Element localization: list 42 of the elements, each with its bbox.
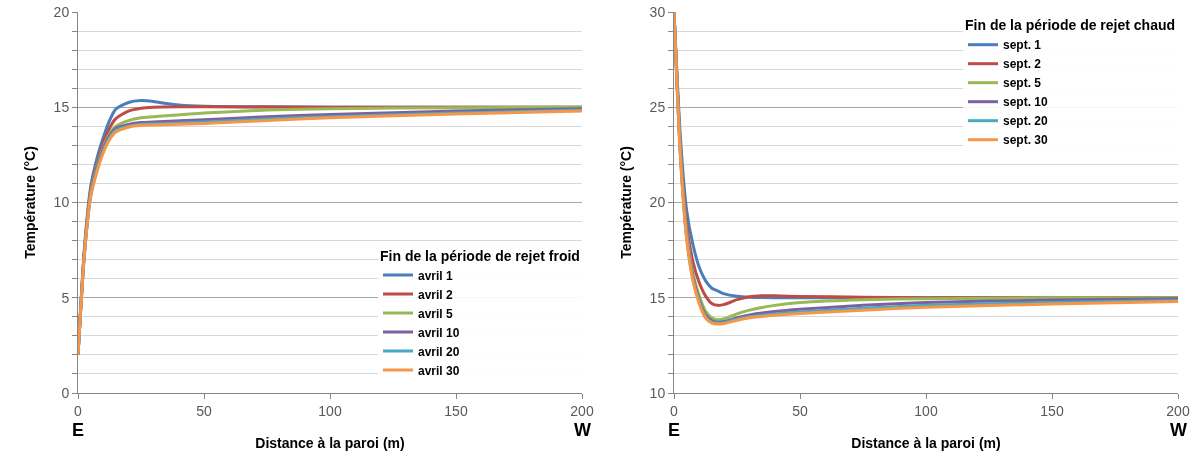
legend-label: avril 2 bbox=[418, 287, 454, 302]
legend-label: sept. 10 bbox=[1003, 95, 1049, 110]
y-tick-label: 20 bbox=[53, 3, 70, 20]
legend-title: Fin de la période de rejet froid bbox=[380, 247, 580, 264]
text: W bbox=[574, 420, 591, 440]
x-axis-title: Distance à la paroi (m) bbox=[255, 435, 405, 452]
y-tick-label: 10 bbox=[53, 194, 70, 211]
legend-title: Fin de la période de rejet chaud bbox=[965, 17, 1176, 34]
legend-label: sept. 1 bbox=[1003, 38, 1042, 53]
x-tick-label: 50 bbox=[196, 402, 212, 419]
y-tick-label: 0 bbox=[61, 384, 70, 401]
text: W bbox=[1170, 420, 1187, 440]
legend-label: sept. 2 bbox=[1003, 57, 1042, 72]
legend-label: avril 1 bbox=[418, 268, 454, 283]
y-tick-label: 25 bbox=[649, 99, 666, 116]
x-tick-label: 100 bbox=[914, 402, 938, 419]
text: E bbox=[72, 420, 85, 440]
legend-label: avril 5 bbox=[418, 306, 454, 321]
legend-label: avril 20 bbox=[418, 344, 460, 359]
y-tick-label: 10 bbox=[649, 384, 666, 401]
legend-label: sept. 30 bbox=[1003, 133, 1049, 148]
x-tick-label: 200 bbox=[1166, 402, 1190, 419]
legend-label: avril 10 bbox=[418, 325, 460, 340]
legend-label: sept. 20 bbox=[1003, 114, 1049, 129]
x-tick-label: 0 bbox=[74, 402, 83, 419]
x-tick-label: 50 bbox=[792, 402, 808, 419]
y-tick-label: 5 bbox=[61, 289, 70, 306]
x-tick-label: 100 bbox=[318, 402, 342, 419]
y-axis-title: Température (°C) bbox=[22, 146, 39, 259]
y-tick-label: 15 bbox=[649, 289, 666, 306]
x-tick-label: 150 bbox=[444, 402, 468, 419]
y-axis-title: Température (°C) bbox=[618, 146, 635, 259]
legend-label: avril 30 bbox=[418, 363, 460, 378]
x-axis-title: Distance à la paroi (m) bbox=[851, 435, 1001, 452]
y-tick-label: 20 bbox=[649, 194, 666, 211]
x-tick-label: 200 bbox=[570, 402, 594, 419]
x-tick-label: 150 bbox=[1040, 402, 1064, 419]
y-tick-label: 15 bbox=[53, 99, 70, 116]
y-tick-label: 30 bbox=[649, 3, 666, 20]
x-tick-label: 0 bbox=[670, 402, 679, 419]
legend-label: sept. 5 bbox=[1003, 76, 1042, 91]
text: E bbox=[668, 420, 681, 440]
